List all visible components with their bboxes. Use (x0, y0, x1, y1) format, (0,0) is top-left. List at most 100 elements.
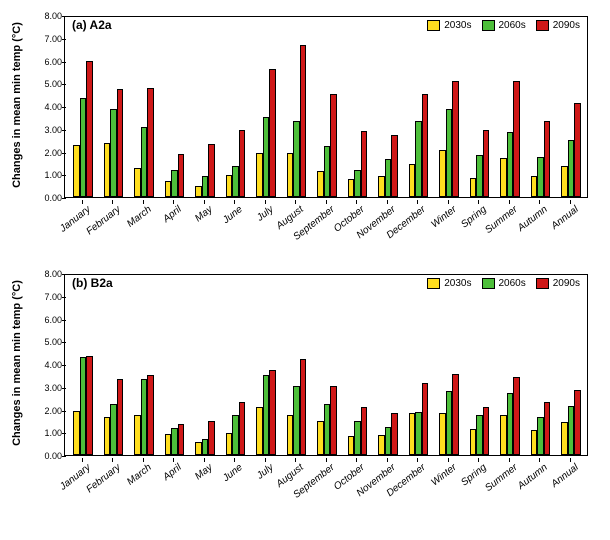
y-tick-label: 8.00 (34, 11, 62, 21)
x-label: Winter (429, 204, 458, 230)
panel-a2a: Changes in mean min temp (°C) (a) A2a 2030… (12, 12, 598, 260)
x-tick (173, 200, 174, 204)
bar-group (531, 402, 551, 455)
bar-group (73, 356, 93, 455)
bar-group (287, 359, 307, 455)
x-tick (509, 458, 510, 462)
bar (86, 356, 93, 455)
y-tick-label: 1.00 (34, 170, 62, 180)
y-axis-label: Changes in mean min temp (°C) (10, 12, 24, 198)
x-label: July (255, 462, 276, 482)
legend-swatch (427, 278, 440, 289)
panel-title: (a) A2a (72, 18, 112, 32)
legend-item: 2060s (482, 20, 526, 31)
bar (269, 69, 276, 197)
legend: 2030s 2060s 2090s (427, 278, 580, 289)
bar-group (256, 370, 276, 456)
bar-group (500, 377, 520, 455)
bar (513, 81, 520, 197)
x-tick (448, 200, 449, 204)
x-tick (265, 458, 266, 462)
x-label: Autumn (516, 204, 550, 234)
bar (361, 131, 368, 197)
x-label: May (193, 462, 215, 482)
bar (391, 413, 398, 455)
y-tick-label: 8.00 (34, 269, 62, 279)
y-tick-label: 0.00 (34, 451, 62, 461)
plot-area (64, 274, 588, 456)
bar-group (134, 375, 154, 455)
legend-item: 2090s (536, 278, 580, 289)
y-tick-label: 2.00 (34, 406, 62, 416)
y-tick-label: 4.00 (34, 102, 62, 112)
x-tick (356, 200, 357, 204)
bar-group (104, 89, 124, 197)
x-label: June (221, 462, 245, 484)
x-tick (509, 200, 510, 204)
bar-group (256, 69, 276, 197)
x-tick (173, 458, 174, 462)
bar-group (165, 154, 185, 197)
y-tick-label: 2.00 (34, 148, 62, 158)
figure: Changes in mean min temp (°C) (a) A2a 2030… (12, 12, 598, 518)
legend-label: 2060s (499, 20, 526, 31)
bar-group (500, 81, 520, 197)
bar-group (439, 81, 459, 197)
y-tick-label: 5.00 (34, 79, 62, 89)
panel-title: (b) B2a (72, 276, 113, 290)
bar-group (348, 131, 368, 197)
x-tick (387, 458, 388, 462)
bar-group (104, 379, 124, 456)
bar (178, 424, 185, 456)
bar-group (439, 374, 459, 455)
bar (147, 88, 154, 197)
x-label: May (193, 204, 215, 224)
bar (513, 377, 520, 455)
bar (208, 144, 215, 197)
y-ticks: 0.001.002.003.004.005.006.007.008.00 (34, 274, 62, 456)
legend: 2030s2060s2090s (427, 20, 580, 31)
bar-group (378, 413, 398, 455)
legend-item: 2030s (427, 20, 471, 31)
bar (422, 94, 429, 198)
x-tick (539, 458, 540, 462)
bar (269, 370, 276, 456)
x-tick (143, 458, 144, 462)
bar (452, 81, 459, 197)
bar (330, 94, 337, 198)
y-tick-label: 1.00 (34, 428, 62, 438)
bar (544, 402, 551, 455)
x-label: Winter (429, 462, 458, 488)
x-label: Annual (549, 204, 580, 232)
x-tick (539, 200, 540, 204)
bars-area (65, 17, 587, 197)
legend-label: 2090s (553, 278, 580, 289)
x-label: July (255, 204, 276, 224)
bar-group (317, 94, 337, 198)
y-tick-label: 0.00 (34, 193, 62, 203)
bar-group (317, 386, 337, 455)
x-tick (112, 458, 113, 462)
y-axis-label-text: Changes in mean min temp (°C) (11, 280, 23, 446)
x-tick (234, 200, 235, 204)
bar (422, 383, 429, 455)
legend-swatch (427, 20, 440, 31)
y-tick-label: 7.00 (34, 34, 62, 44)
bar-group (470, 130, 490, 198)
legend-swatch (482, 20, 495, 31)
x-tick (82, 200, 83, 204)
x-tick (356, 458, 357, 462)
bar-group (378, 135, 398, 197)
x-tick (143, 200, 144, 204)
legend-swatch (482, 278, 495, 289)
legend-label: 2030s (444, 278, 471, 289)
bar (300, 45, 307, 197)
bars-area (65, 275, 587, 455)
x-tick (295, 200, 296, 204)
bar (452, 374, 459, 455)
y-ticks: 0.001.002.003.004.005.006.007.008.00 (34, 16, 62, 198)
y-axis-label-text: Changes in mean min temp (°C) (11, 22, 23, 188)
legend-label: 2030s (444, 20, 471, 31)
x-tick (204, 458, 205, 462)
legend-item: 2060s (482, 278, 526, 289)
